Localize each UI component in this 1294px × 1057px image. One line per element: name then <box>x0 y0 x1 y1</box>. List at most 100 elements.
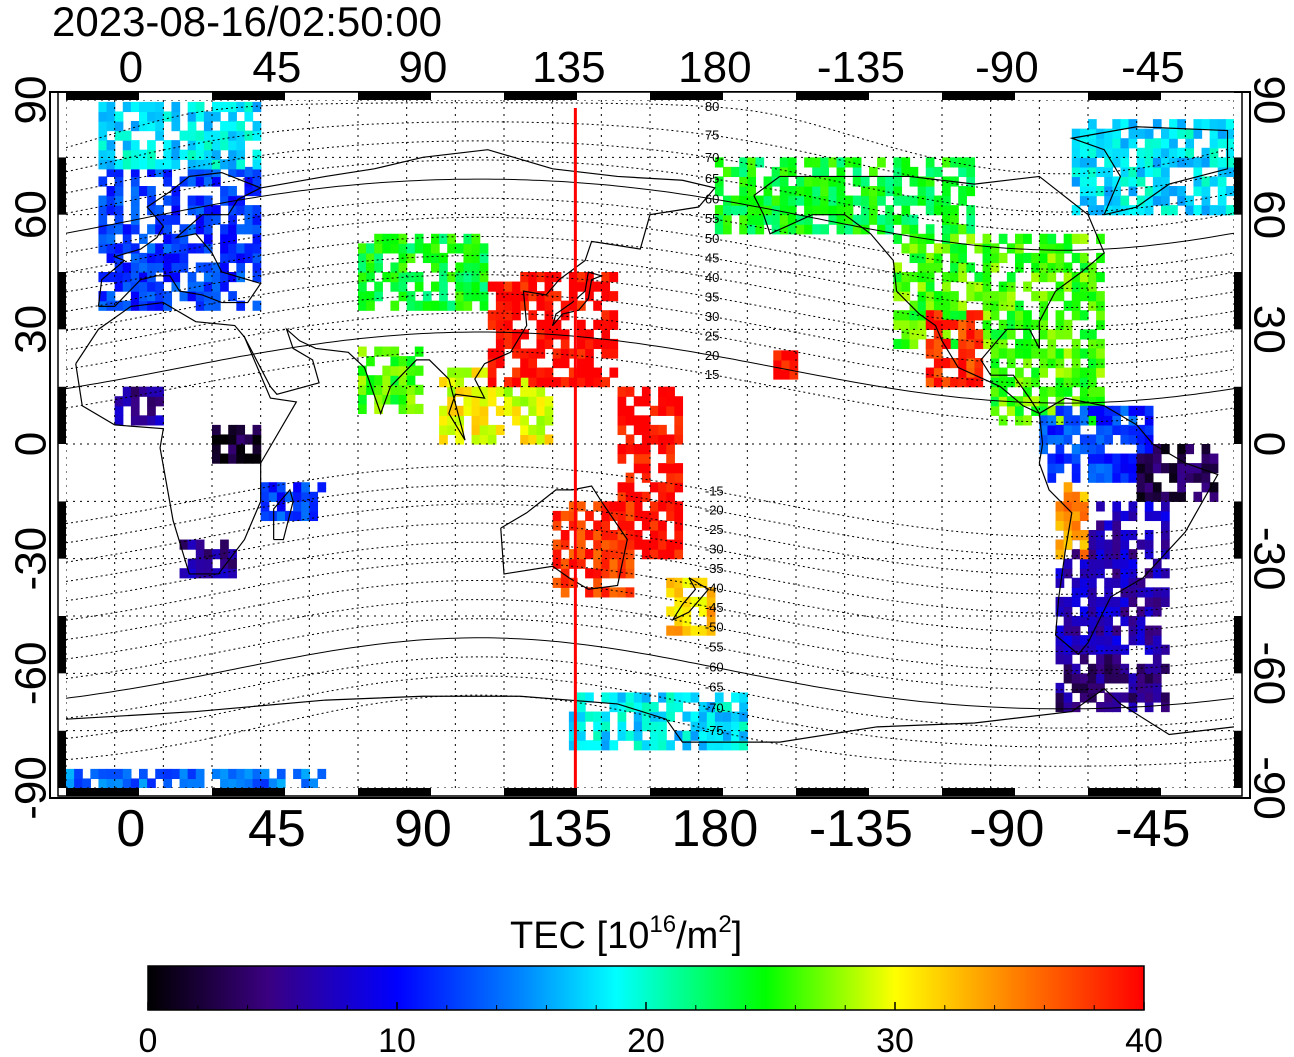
tec-cell <box>1169 128 1178 139</box>
tec-cell <box>901 205 911 216</box>
tec-cell <box>463 405 473 416</box>
bottom-border-segment <box>212 788 285 796</box>
tec-cell <box>1120 195 1130 206</box>
tec-cell <box>1144 568 1154 579</box>
tec-cell <box>212 549 221 560</box>
tec-cell <box>195 778 205 788</box>
tec-cell <box>1055 243 1065 254</box>
tec-cell <box>1088 205 1097 216</box>
tec-cell <box>187 140 197 151</box>
tec-cell <box>950 358 959 369</box>
tec-cell <box>585 692 594 703</box>
bottom-border-segment <box>869 788 942 796</box>
tec-cell <box>1144 147 1154 158</box>
tec-cell <box>998 252 1008 264</box>
tec-cell <box>998 233 1008 244</box>
tec-cell <box>1063 243 1073 254</box>
tec-cell <box>220 195 229 206</box>
tec-cell <box>179 233 189 244</box>
tec-cell <box>1144 644 1154 655</box>
tec-cell <box>1015 415 1024 426</box>
tec-cell <box>1079 252 1089 264</box>
tec-cell <box>358 243 367 254</box>
tec-cell <box>917 243 927 254</box>
tec-cell <box>625 558 635 569</box>
tec-cell <box>139 111 148 122</box>
tec-cell <box>617 692 627 703</box>
tec-cell <box>666 577 675 588</box>
tec-cell <box>982 310 992 321</box>
tec-cell <box>455 243 465 254</box>
tec-cell <box>130 396 140 407</box>
tec-cell <box>1031 252 1040 264</box>
tec-cell <box>836 157 846 168</box>
tec-cell <box>106 101 116 113</box>
tec-cell <box>869 205 878 216</box>
top-border-segment <box>66 92 139 100</box>
tec-cell <box>447 405 456 416</box>
tec-cell <box>114 778 124 788</box>
tec-cell <box>163 149 173 160</box>
tec-cell <box>106 149 116 160</box>
tec-cell <box>593 577 602 588</box>
right-border-segment <box>1234 157 1242 215</box>
tec-cell <box>1161 138 1170 149</box>
tec-cell <box>674 510 684 522</box>
tec-cell <box>228 166 237 178</box>
right-lat-label: 60 <box>1244 190 1293 239</box>
tec-cell <box>1063 434 1073 445</box>
tec-cell <box>593 740 602 751</box>
tec-cell <box>358 300 367 311</box>
tec-cell <box>1209 157 1219 168</box>
tec-cell <box>666 444 675 455</box>
tec-cell <box>942 291 951 302</box>
tec-cell <box>471 415 481 426</box>
tec-cell <box>220 101 229 113</box>
tec-cell <box>1055 606 1065 617</box>
tec-cell <box>195 568 205 579</box>
tec-cell <box>601 310 611 321</box>
tec-cell <box>212 281 221 292</box>
tec-cell <box>909 329 919 340</box>
tec-cell <box>585 740 594 751</box>
tec-cell <box>479 386 489 397</box>
tec-cell <box>520 415 529 426</box>
tec-cell <box>244 778 254 788</box>
tec-cell <box>1152 673 1162 684</box>
tec-cell <box>1136 577 1146 588</box>
tec-cell <box>544 281 554 292</box>
tec-cell <box>463 367 473 378</box>
tec-cell <box>933 243 943 254</box>
tec-cell <box>504 319 513 330</box>
tec-cell <box>98 778 108 788</box>
tec-cell <box>731 711 740 722</box>
tec-cell <box>706 740 716 751</box>
tec-cell <box>236 252 246 264</box>
tec-cell <box>674 577 684 588</box>
tec-cell <box>617 482 627 493</box>
tec-cell <box>1096 358 1105 369</box>
tec-cell <box>1128 205 1138 216</box>
tec-cell <box>1039 386 1049 397</box>
tec-cell <box>155 396 164 407</box>
tec-cell <box>1169 491 1178 502</box>
tec-cell <box>1079 558 1089 569</box>
tec-cell <box>617 386 627 397</box>
tec-cell <box>617 530 627 541</box>
tec-cell <box>925 319 935 330</box>
tec-cell <box>520 281 529 292</box>
tec-cell <box>366 300 375 311</box>
tec-cell <box>1039 319 1049 330</box>
tec-cell <box>1096 549 1105 560</box>
tec-cell <box>1055 644 1065 655</box>
tec-region <box>1055 482 1089 560</box>
tec-cell <box>966 291 976 302</box>
tec-cell <box>1120 530 1130 541</box>
top-border-segment <box>796 92 869 100</box>
tec-cell <box>1088 606 1097 617</box>
tec-cell <box>998 291 1008 302</box>
bottom-border-segment <box>139 788 212 796</box>
tec-cell <box>739 740 748 751</box>
tec-cell <box>1039 329 1049 340</box>
